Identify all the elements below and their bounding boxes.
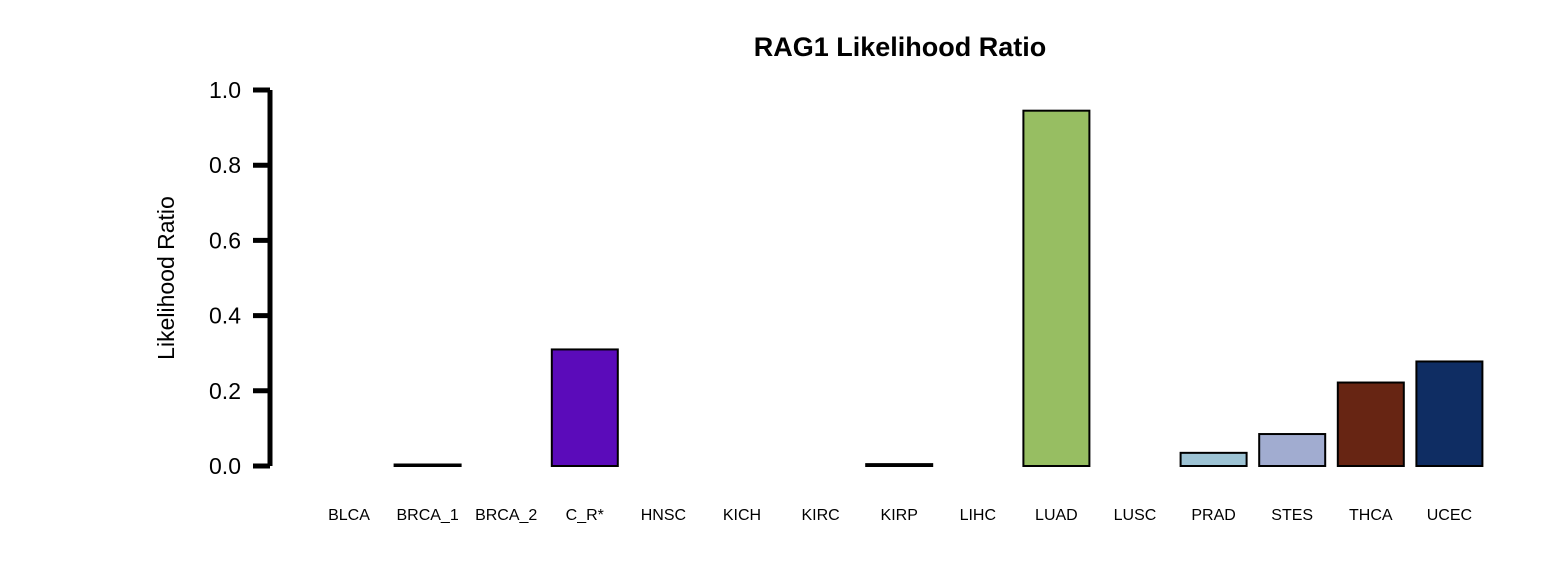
bars-group xyxy=(393,109,1484,468)
y-axis-label: Likelihood Ratio xyxy=(153,196,179,360)
x-tick-label: UCEC xyxy=(1427,507,1472,524)
x-tick-label: STES xyxy=(1271,507,1313,524)
x-tick-label: KIRP xyxy=(881,507,918,524)
bar-ucec xyxy=(1415,360,1484,467)
bar-kirp xyxy=(865,463,934,467)
x-tick-label: BRCA_2 xyxy=(475,507,537,524)
x-tick-label: KIRC xyxy=(801,507,839,524)
y-tick-label: 0.4 xyxy=(209,303,241,329)
x-tick-label: LUAD xyxy=(1035,507,1078,524)
bar-thca xyxy=(1336,381,1405,468)
bar-brca-1 xyxy=(393,463,462,468)
x-tick-label: LIHC xyxy=(960,507,996,524)
x-tick-label: LUSC xyxy=(1114,507,1157,524)
y-tick-label: 1.0 xyxy=(209,77,241,103)
x-tick-label: PRAD xyxy=(1191,507,1235,524)
x-tick-label: BLCA xyxy=(328,507,370,524)
x-tick-label: KICH xyxy=(723,507,761,524)
y-tick-label: 0.0 xyxy=(209,453,241,479)
x-tick-label: THCA xyxy=(1349,507,1393,524)
y-tick-label: 0.8 xyxy=(209,152,241,178)
x-tick-label: HNSC xyxy=(641,507,686,524)
y-tick-label: 0.2 xyxy=(209,378,241,404)
bar-luad xyxy=(1022,109,1091,468)
bar-c-r xyxy=(550,348,619,467)
bar-stes xyxy=(1258,433,1327,468)
y-axis: 0.0 0.2 0.4 0.6 0.8 1.0 xyxy=(209,77,273,479)
x-tick-labels: BLCA BRCA_1 BRCA_2 C_R* HNSC KICH KIRC KIRP LIHC… xyxy=(328,507,1472,524)
x-tick-label: BRCA_1 xyxy=(396,507,458,524)
x-tick-label: C_R* xyxy=(566,507,604,524)
bar-prad xyxy=(1179,451,1248,467)
chart-title: RAG1 Likelihood Ratio xyxy=(754,32,1047,62)
y-tick-label: 0.6 xyxy=(209,227,241,253)
